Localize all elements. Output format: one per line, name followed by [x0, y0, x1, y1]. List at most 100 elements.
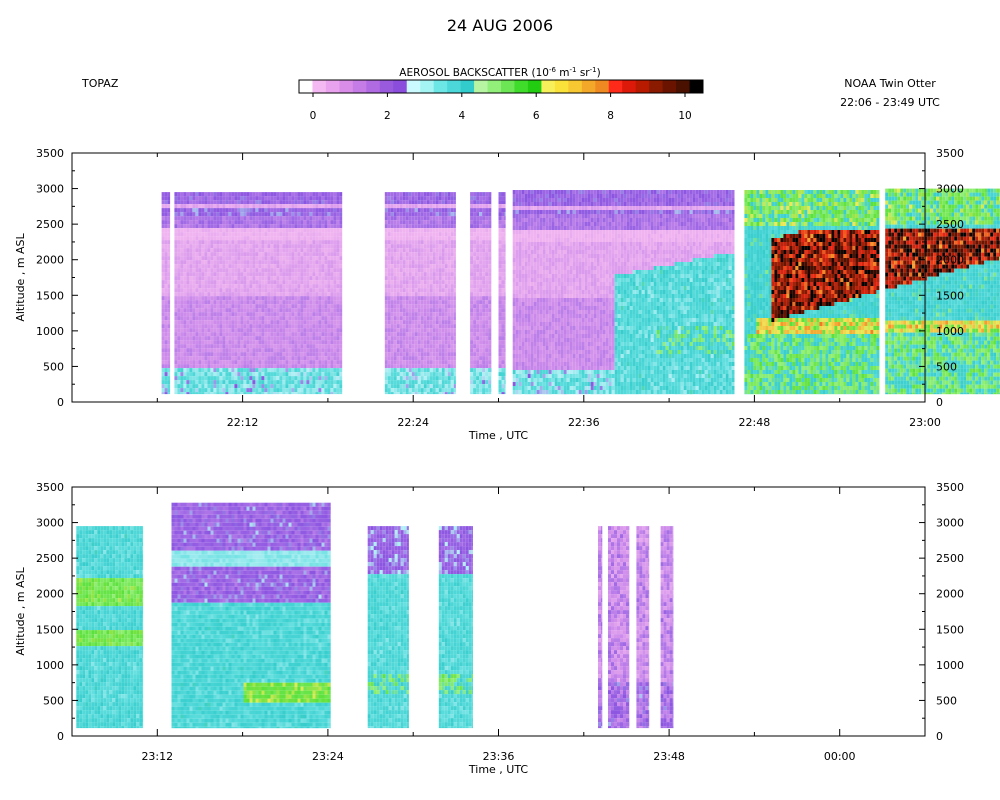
data-block	[608, 526, 630, 729]
colorbar-swatch	[420, 80, 435, 93]
y-tick-label-right: 2500	[936, 552, 964, 565]
data-block	[438, 526, 473, 729]
colorbar-swatch	[527, 80, 542, 93]
y-tick-label-left: 1500	[36, 623, 64, 636]
colorbar-swatch	[352, 80, 367, 93]
x-tick-label: 23:00	[909, 416, 941, 429]
y-tick-label-right: 1000	[936, 325, 964, 338]
colorbar-swatch	[676, 80, 690, 93]
colorbar-swatch	[608, 80, 623, 93]
colorbar-tick-label: 0	[310, 110, 317, 122]
data-block	[744, 190, 880, 395]
colorbar-swatch	[366, 80, 381, 93]
colorbar-tick-label: 6	[533, 110, 540, 122]
colorbar-swatch	[433, 80, 448, 93]
data-block	[384, 192, 456, 395]
colorbar-swatch	[689, 80, 704, 93]
y-tick-label-right: 3500	[936, 481, 964, 494]
y-tick-label-right: 1500	[936, 289, 964, 302]
y-tick-label-right: 0	[936, 396, 943, 409]
x-tick-label: 00:00	[824, 750, 856, 763]
data-block	[76, 526, 144, 729]
colorbar-tick-label: 4	[458, 110, 465, 122]
y-tick-label-right: 3000	[936, 517, 964, 530]
colorbar-swatch	[406, 80, 421, 93]
time-range-label: 22:06 - 23:49 UTC	[840, 96, 940, 109]
colorbar-swatch	[460, 80, 475, 93]
colorbar-tick-label: 8	[607, 110, 614, 122]
y-tick-label-right: 500	[936, 360, 957, 373]
colorbar-swatch	[339, 80, 354, 93]
data-block	[367, 526, 409, 729]
y-axis-label: Altitude , m ASL	[14, 566, 27, 655]
y-tick-label-right: 1500	[936, 623, 964, 636]
y-tick-label-left: 2000	[36, 588, 64, 601]
colorbar-swatch	[581, 80, 596, 93]
colorbar-swatch	[541, 80, 556, 93]
colorbar-tick-label: 2	[384, 110, 391, 122]
x-tick-label: 23:36	[483, 750, 515, 763]
colorbar-swatch	[325, 80, 340, 93]
y-tick-label-left: 3000	[36, 517, 64, 530]
colorbar-swatch	[662, 80, 677, 93]
data-block	[161, 192, 171, 395]
y-tick-label-right: 2000	[936, 254, 964, 267]
data-block	[636, 526, 650, 729]
y-tick-label-left: 3000	[36, 183, 64, 196]
data-block	[512, 190, 735, 395]
x-tick-label: 23:24	[312, 750, 344, 763]
colorbar-swatch	[447, 80, 461, 93]
colorbar-swatch	[379, 80, 394, 93]
data-block	[171, 502, 331, 729]
y-tick-label-left: 3500	[36, 481, 64, 494]
y-tick-label-left: 2500	[36, 218, 64, 231]
x-tick-label: 22:12	[227, 416, 259, 429]
x-tick-label: 22:36	[568, 416, 600, 429]
colorbar-frame	[298, 79, 704, 94]
x-tick-label: 23:12	[141, 750, 173, 763]
data-block	[174, 192, 343, 395]
y-tick-label-right: 2000	[936, 588, 964, 601]
data-block	[660, 526, 674, 729]
y-tick-label-left: 1000	[36, 659, 64, 672]
data-block	[598, 526, 603, 729]
colorbar-swatch	[554, 80, 569, 93]
y-tick-label-left: 3500	[36, 147, 64, 160]
y-tick-label-left: 1000	[36, 325, 64, 338]
y-tick-label-right: 1000	[936, 659, 964, 672]
data-block	[498, 192, 506, 395]
x-axis-label: Time , UTC	[468, 429, 529, 442]
colorbar: 0 2 4 6 8 10	[298, 79, 704, 122]
colorbar-swatch	[299, 80, 313, 93]
colorbar-swatch	[622, 80, 637, 93]
y-tick-label-left: 500	[43, 694, 64, 707]
y-tick-label-left: 0	[57, 730, 64, 743]
colorbar-swatch	[649, 80, 663, 93]
y-tick-label-left: 0	[57, 396, 64, 409]
figure-title: 24 AUG 2006	[447, 16, 553, 35]
y-tick-label-left: 2500	[36, 552, 64, 565]
x-tick-label: 22:24	[397, 416, 429, 429]
y-tick-label-left: 1500	[36, 289, 64, 302]
colorbar-tick-label: 10	[678, 110, 691, 122]
y-tick-label-left: 500	[43, 360, 64, 373]
y-tick-label-right: 2500	[936, 218, 964, 231]
x-tick-label: 22:48	[739, 416, 771, 429]
top-panel: 0 0 500 500 1000 1000 1500 1500 2000 2000 2500 2500…	[14, 147, 1000, 442]
y-axis-label: Altitude , m ASL	[14, 232, 27, 321]
colorbar-swatch	[393, 80, 408, 93]
colorbar-swatch	[568, 80, 583, 93]
y-tick-label-right: 0	[936, 730, 943, 743]
y-tick-label-right: 3000	[936, 183, 964, 196]
colorbar-swatch	[514, 80, 529, 93]
colorbar-swatch	[501, 80, 515, 93]
platform-label: NOAA Twin Otter	[844, 77, 936, 90]
colorbar-swatch	[635, 80, 650, 93]
colorbar-swatch	[595, 80, 610, 93]
y-tick-label-right: 500	[936, 694, 957, 707]
y-tick-label-left: 2000	[36, 254, 64, 267]
bottom-panel: 0 0 500 500 1000 1000 1500 1500 2000 2000 2500 2500…	[14, 481, 964, 776]
data-block	[470, 192, 492, 395]
y-tick-label-right: 3500	[936, 147, 964, 160]
